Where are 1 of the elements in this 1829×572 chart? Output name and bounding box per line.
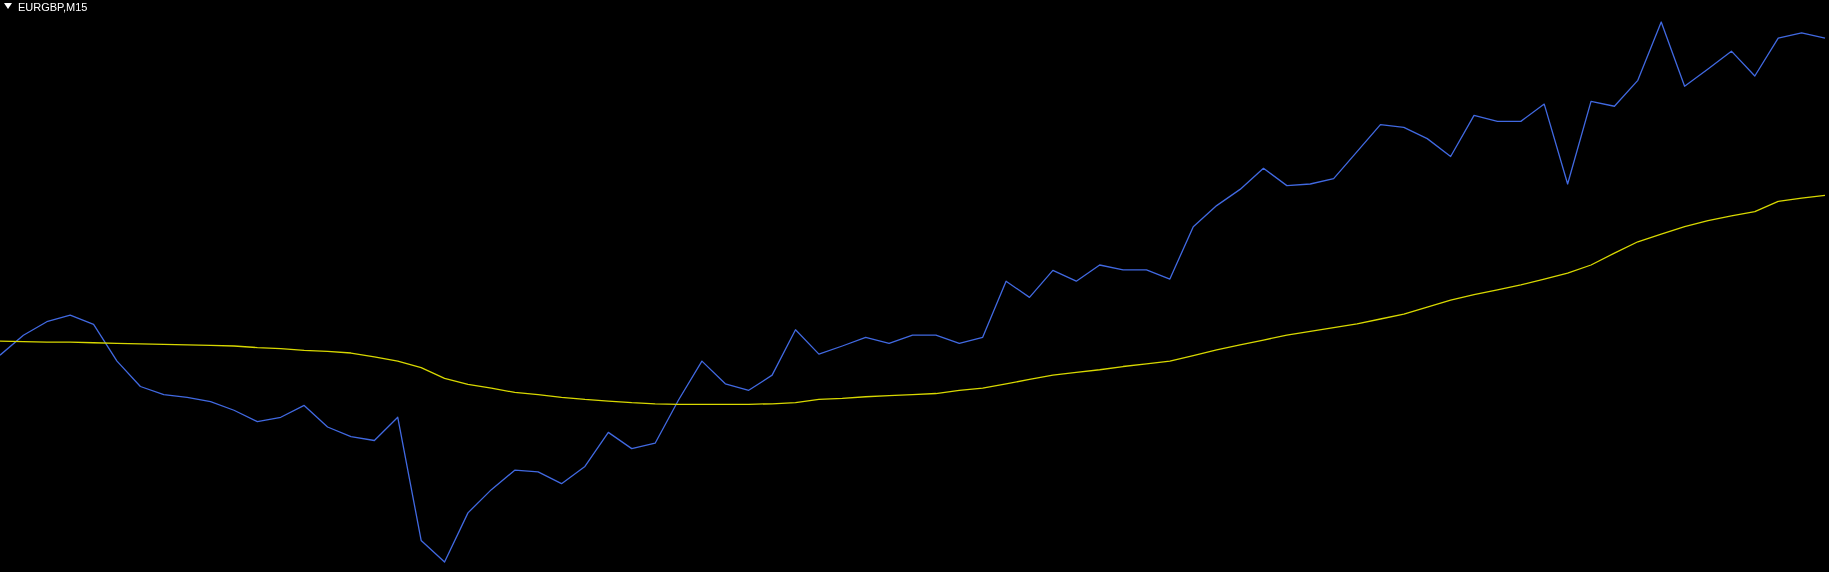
chart-title: EURGBP,M15 [18,1,88,13]
